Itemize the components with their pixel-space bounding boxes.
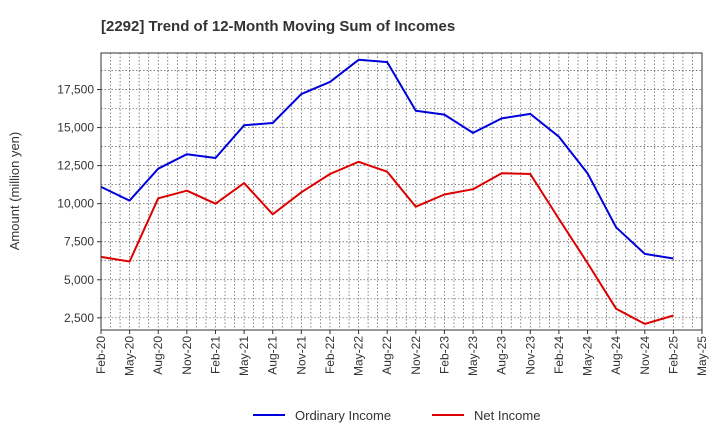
series-line-ordinary-income bbox=[100, 58, 674, 260]
x-tick-label: Aug-21 bbox=[266, 336, 280, 375]
x-tick-label: Feb-21 bbox=[208, 336, 222, 374]
x-tick-label: Nov-20 bbox=[180, 336, 194, 375]
y-tick-label: 7,500 bbox=[64, 235, 94, 249]
series-line-net-income bbox=[100, 160, 674, 325]
x-tick-label: Aug-22 bbox=[380, 336, 394, 375]
x-tick-label: May-21 bbox=[237, 336, 251, 376]
y-tick-label: 2,500 bbox=[64, 311, 94, 325]
plot-frame bbox=[100, 52, 703, 331]
y-tick-label: 15,000 bbox=[57, 121, 94, 135]
x-tick-label: Aug-24 bbox=[609, 336, 623, 375]
x-tick-label: Aug-20 bbox=[151, 336, 165, 375]
x-tick-label: May-22 bbox=[352, 336, 366, 376]
x-tick-label: Feb-25 bbox=[666, 336, 680, 374]
x-tick-label: Nov-21 bbox=[294, 336, 308, 375]
y-axis-ticks: 2,500 5,000 7,500 10,000 12,500 15,000 17,500 bbox=[57, 83, 101, 325]
x-tick-label: Feb-20 bbox=[94, 336, 108, 374]
grid bbox=[101, 53, 702, 330]
x-tick-label: Nov-24 bbox=[638, 336, 652, 375]
legend-label: Ordinary Income bbox=[295, 408, 391, 423]
chart-title: [2292] Trend of 12-Month Moving Sum of I… bbox=[101, 18, 455, 35]
x-tick-label: Nov-22 bbox=[409, 336, 423, 375]
legend-label: Net Income bbox=[474, 408, 540, 423]
x-tick-label: Aug-23 bbox=[495, 336, 509, 375]
legend: Ordinary Income Net Income bbox=[253, 408, 540, 423]
y-tick-label: 12,500 bbox=[57, 159, 94, 173]
y-axis-label: Amount (million yen) bbox=[7, 132, 22, 251]
x-axis-ticks: Feb-20 May-20 Aug-20 Nov-20 Feb-21 May-21 Aug-… bbox=[94, 330, 709, 376]
x-tick-label: Feb-24 bbox=[552, 336, 566, 374]
y-tick-label: 5,000 bbox=[64, 273, 94, 287]
x-tick-label: Nov-23 bbox=[523, 336, 537, 375]
y-tick-label: 10,000 bbox=[57, 197, 94, 211]
x-tick-label: May-20 bbox=[123, 336, 137, 376]
x-tick-label: May-25 bbox=[695, 336, 709, 376]
series-lines bbox=[100, 58, 674, 325]
x-tick-label: Feb-23 bbox=[437, 336, 451, 374]
y-tick-label: 17,500 bbox=[57, 83, 94, 97]
x-tick-label: May-24 bbox=[581, 336, 595, 376]
x-tick-label: May-23 bbox=[466, 336, 480, 376]
x-tick-label: Feb-22 bbox=[323, 336, 337, 374]
